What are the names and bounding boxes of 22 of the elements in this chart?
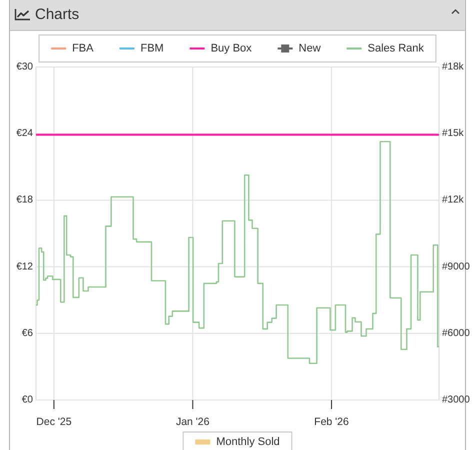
legend-label: FBM (140, 42, 164, 54)
legend-label: Monthly Sold (216, 436, 280, 448)
y2-tick-label: #12k (442, 194, 465, 206)
y-tick-label: €12 (16, 261, 34, 272)
chart-title: Charts (35, 6, 80, 22)
x-tick-label: Feb '26 (314, 416, 350, 428)
y2-tick-label: #9000 (442, 261, 470, 272)
legend-label: Sales Rank (368, 42, 424, 54)
x-tick-label: Dec '25 (36, 416, 72, 428)
legend-label: Buy Box (210, 42, 252, 54)
y2-tick-label: #15k (442, 128, 465, 140)
y2-tick-label: #6000 (442, 328, 470, 339)
y-tick-label: €0 (22, 394, 34, 406)
y2-tick-label: #18k (442, 62, 465, 72)
y-tick-label: €6 (22, 328, 34, 339)
y-tick-label: €18 (16, 194, 34, 206)
legend-label: FBA (72, 42, 94, 54)
y-tick-label: €24 (16, 128, 34, 140)
y2-tick-label: #3000 (442, 394, 470, 406)
x-tick-label: Jan '26 (176, 416, 210, 428)
legend-label: New (298, 42, 321, 54)
y-tick-label: €30 (16, 62, 34, 72)
